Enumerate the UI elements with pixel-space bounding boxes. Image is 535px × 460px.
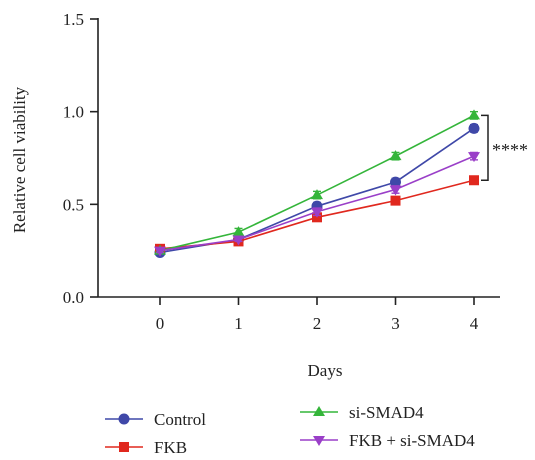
legend-label: FKB <box>154 438 187 457</box>
plot-area <box>154 109 480 259</box>
legend-label: Control <box>154 410 206 429</box>
data-point <box>389 150 402 161</box>
significance-bracket <box>481 114 489 181</box>
axes: 0.0 0.5 1.0 1.5 0 1 2 3 4 <box>63 10 500 333</box>
legend-marker <box>313 436 325 446</box>
legend-label: FKB + si-SMAD4 <box>349 431 475 450</box>
data-point <box>232 226 245 237</box>
legend-item: si-SMAD4 <box>300 403 424 422</box>
x-tick-label: 0 <box>156 314 165 333</box>
series-fkb-si-smad4 <box>154 151 480 257</box>
significance-label: **** <box>492 140 528 160</box>
data-point <box>311 189 323 200</box>
legend-label: si-SMAD4 <box>349 403 424 422</box>
significance-annotation: **** <box>481 114 528 181</box>
data-point <box>468 122 480 134</box>
series-line <box>159 114 475 252</box>
data-point <box>468 152 480 163</box>
x-tick-label: 2 <box>313 314 322 333</box>
data-point <box>311 207 323 218</box>
legend-item: Control <box>105 410 206 429</box>
data-point <box>232 235 245 246</box>
data-point <box>390 195 401 206</box>
legend-marker <box>313 406 325 416</box>
series-si-smad4 <box>154 109 480 255</box>
legend-marker <box>118 413 130 425</box>
x-tick-label: 1 <box>234 314 243 333</box>
legend: Control FKB si-SMAD4 FKB + si-SMAD4 <box>105 403 475 457</box>
x-tick-label: 4 <box>470 314 479 333</box>
legend-item: FKB + si-SMAD4 <box>300 431 475 450</box>
data-point <box>154 246 166 257</box>
y-tick-label: 1.5 <box>63 10 84 29</box>
data-point <box>389 185 402 196</box>
legend-marker <box>119 442 129 452</box>
x-tick-label: 3 <box>391 314 400 333</box>
y-tick-label: 0.0 <box>63 288 84 307</box>
data-point <box>469 175 479 186</box>
data-point <box>468 109 480 120</box>
x-axis-title: Days <box>308 361 343 380</box>
y-tick-label: 0.5 <box>63 195 84 214</box>
legend-item: FKB <box>105 438 187 457</box>
y-axis-title: Relative cell viability <box>10 86 29 233</box>
y-tick-label: 1.0 <box>63 103 84 122</box>
